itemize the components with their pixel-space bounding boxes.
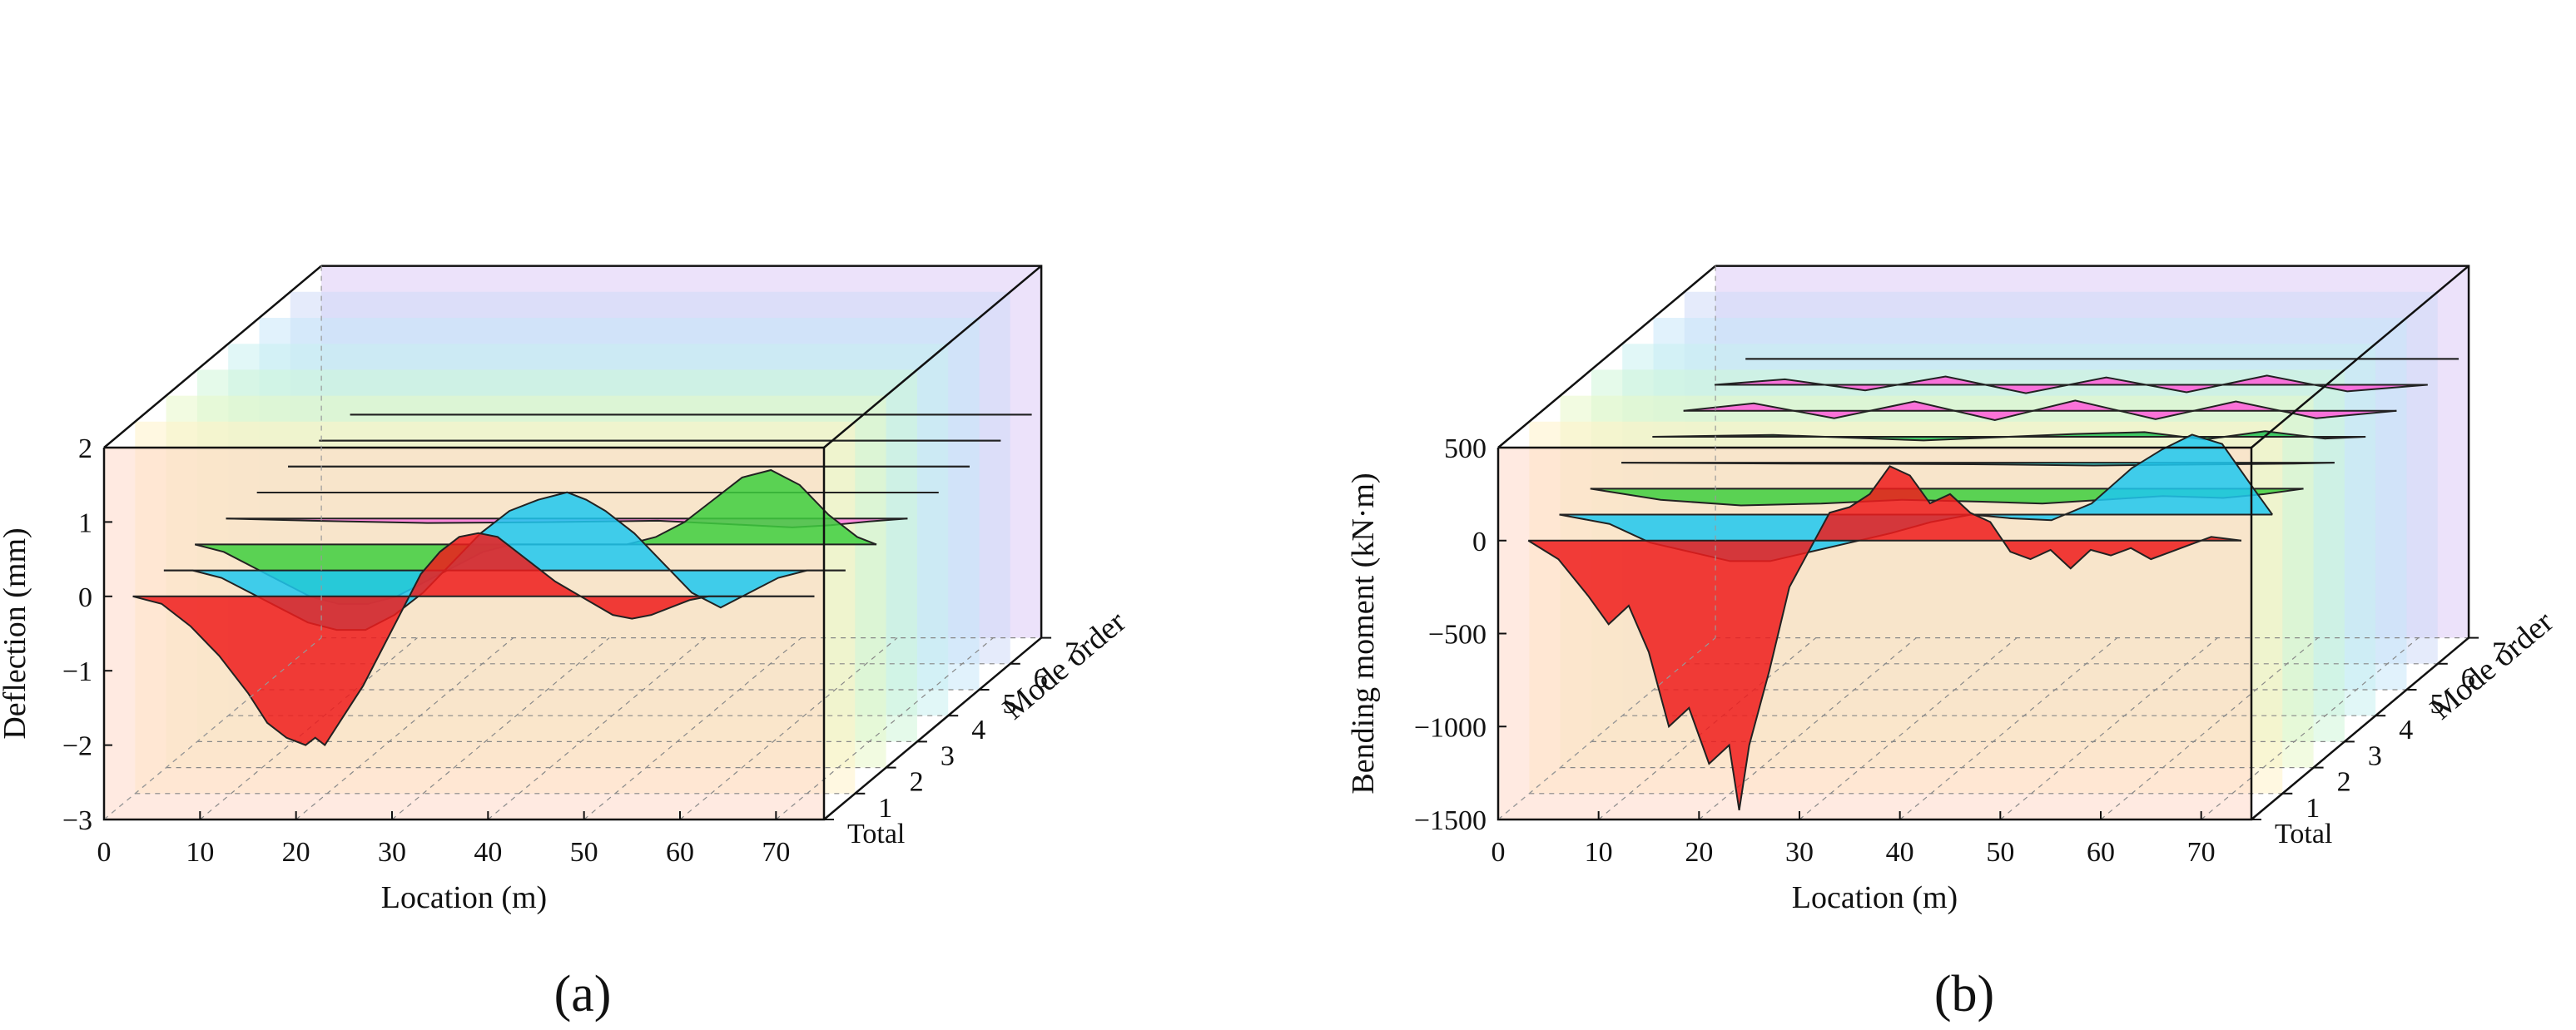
z-tick-label: 4: [971, 715, 985, 745]
series-line-Total: [1527, 465, 2242, 810]
series-area-Total: [1528, 466, 2241, 810]
z-tick-label: 1: [2305, 793, 2320, 824]
frame-edge: [823, 636, 1042, 820]
z-tick-label: 2: [2337, 767, 2351, 798]
frame-edge: [2251, 265, 2469, 448]
panel-label: (b): [1934, 966, 1994, 1023]
z-tick-label: 7: [2492, 637, 2506, 668]
floor-grid-line: [1698, 637, 1917, 820]
floor-grid-line: [775, 637, 994, 820]
x-tick-label: 70: [762, 837, 790, 868]
x-tick-label: 0: [97, 837, 112, 868]
frame-edge-hidden: [103, 637, 322, 820]
x-tick-label: 20: [1685, 837, 1713, 868]
x-tick-label: 30: [1785, 837, 1814, 868]
x-tick-label: 30: [378, 837, 406, 868]
z-tick-label: 5: [1003, 689, 1017, 720]
z-tick-label: 1: [878, 793, 892, 824]
y-tick-label: −500: [1428, 620, 1487, 651]
y-tick-label: 0: [1472, 527, 1487, 557]
floor-grid-line: [295, 637, 514, 820]
series-line-3: [1621, 462, 2335, 467]
x-tick-label: 0: [1491, 837, 1506, 868]
floor-grid-line: [391, 637, 610, 820]
floor-grid-line: [1799, 637, 2018, 820]
series-line-Total: [132, 532, 815, 747]
floor-grid-line: [2201, 637, 2420, 820]
y-tick-label: 0: [78, 582, 92, 613]
x-tick-label: 40: [474, 837, 502, 868]
y-tick-label: −3: [62, 805, 92, 836]
y-tick-label: −1500: [1414, 805, 1487, 836]
x-axis-label: Location (m): [1792, 880, 1958, 915]
floor-grid-line: [2100, 637, 2319, 820]
floor-grid-line: [487, 637, 706, 820]
x-tick-label: 50: [1986, 837, 2014, 868]
panel-label: (a): [554, 966, 612, 1023]
z-tick-label: 7: [1065, 637, 1079, 668]
floor-grid-line: [1999, 637, 2218, 820]
y-tick-label: 2: [78, 433, 92, 464]
floor-grid-line: [679, 637, 898, 820]
z-tick-label: 3: [941, 740, 955, 771]
y-tick-label: 1: [78, 508, 92, 538]
y-axis-label: Bending moment (kN·m): [1346, 473, 1381, 794]
y-tick-label: −2: [62, 731, 92, 762]
x-tick-label: 40: [1886, 837, 1914, 868]
z-tick-label: Total: [847, 819, 905, 849]
series-area-Total: [132, 532, 815, 745]
x-tick-label: 10: [1585, 837, 1613, 868]
y-tick-label: −1: [62, 656, 92, 687]
frame-edge: [2251, 636, 2469, 820]
x-tick-label: 60: [2087, 837, 2115, 868]
z-tick-label: 3: [2368, 740, 2382, 771]
z-tick-label: Total: [2275, 819, 2332, 849]
x-tick-label: 70: [2187, 837, 2216, 868]
frame-edge: [1497, 265, 1716, 448]
x-tick-label: 60: [666, 837, 694, 868]
y-axis-label: Deflection (mm): [0, 527, 32, 739]
frame-edge: [823, 265, 1042, 448]
x-tick-label: 20: [282, 837, 310, 868]
z-tick-label: 6: [2461, 663, 2475, 694]
z-tick-label: 6: [1034, 663, 1048, 694]
x-tick-label: 50: [570, 837, 598, 868]
z-tick-label: 2: [910, 767, 924, 798]
floor-grid-line: [1899, 637, 2118, 820]
y-tick-label: −1000: [1414, 712, 1487, 743]
series-area-1: [1559, 434, 2273, 562]
z-tick-label: 4: [2399, 715, 2413, 745]
z-tick-label: 5: [2430, 689, 2444, 720]
floor-grid-line: [583, 637, 802, 820]
frame-edge: [103, 265, 322, 448]
x-axis-label: Location (m): [381, 880, 547, 915]
x-tick-label: 10: [186, 837, 214, 868]
y-tick-label: 500: [1444, 433, 1487, 464]
frame-edge-hidden: [1497, 637, 1716, 820]
